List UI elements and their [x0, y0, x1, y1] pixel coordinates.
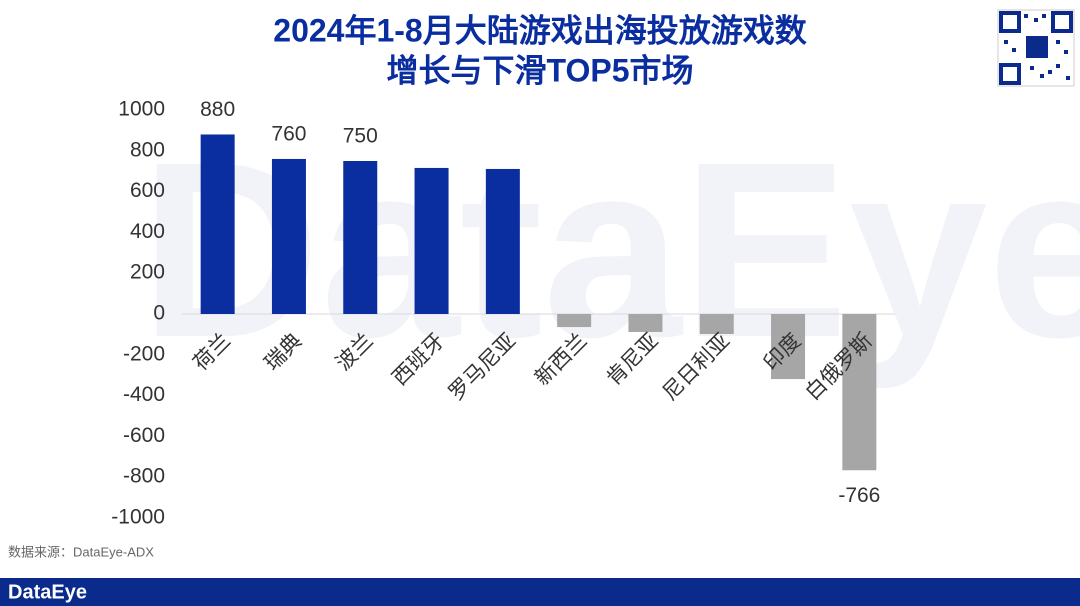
chart-title: 2024年1-8月大陆游戏出海投放游戏数 [273, 12, 807, 48]
bar [771, 314, 806, 380]
bar [271, 158, 306, 314]
y-tick-label: -200 [123, 342, 165, 365]
bar [628, 314, 663, 332]
bar [557, 314, 592, 328]
y-tick-label: 800 [130, 138, 165, 161]
data-label: 750 [343, 125, 378, 148]
chart-title: 增长与下滑TOP5市场 [386, 52, 693, 88]
footer-bar [0, 578, 1080, 606]
bar [343, 161, 378, 314]
data-label: 760 [271, 123, 306, 146]
bar [200, 134, 235, 314]
y-tick-label: 600 [130, 179, 165, 202]
y-tick-label: -400 [123, 383, 165, 406]
bar [485, 168, 520, 314]
y-tick-label: 200 [130, 261, 165, 284]
y-tick-label: 1000 [118, 98, 165, 121]
data-label: -766 [838, 484, 880, 507]
y-tick-label: -800 [123, 465, 165, 488]
source-note: 数据来源：DataEye-ADX [8, 544, 154, 559]
y-tick-label: -1000 [111, 506, 165, 529]
bar [414, 167, 449, 314]
footer-logo: DataEye [8, 581, 87, 603]
bar [699, 314, 734, 334]
y-tick-label: -600 [123, 424, 165, 447]
data-label: 880 [200, 98, 235, 121]
y-tick-label: 0 [153, 302, 165, 325]
bar [842, 314, 877, 471]
qr-code [997, 9, 1075, 87]
y-tick-label: 400 [130, 220, 165, 243]
